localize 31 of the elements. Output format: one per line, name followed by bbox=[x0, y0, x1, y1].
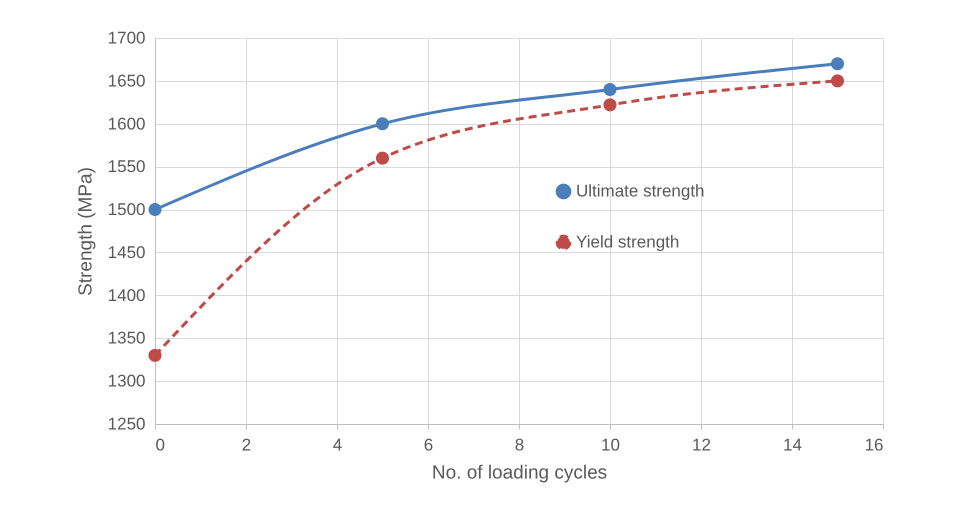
point bbox=[603, 82, 617, 96]
y-tick-label: 1600 bbox=[108, 114, 146, 134]
x-tick-label: 2 bbox=[242, 436, 252, 454]
point bbox=[148, 203, 162, 216]
point bbox=[376, 117, 390, 130]
point bbox=[603, 98, 617, 112]
y-tick-label: 1300 bbox=[108, 372, 146, 391]
y-axis-title: Strength (MPa) bbox=[76, 167, 97, 296]
point bbox=[376, 152, 390, 165]
x-tick-label: 8 bbox=[514, 436, 524, 454]
y-tick-label: 1350 bbox=[108, 328, 146, 348]
y-tick-label: 1450 bbox=[108, 242, 146, 262]
x-tick-label: 0 bbox=[156, 436, 165, 454]
y-tick-label: 1400 bbox=[108, 286, 146, 305]
x-tick-label: 4 bbox=[332, 436, 342, 454]
point bbox=[148, 348, 162, 362]
y-tick-label: 1550 bbox=[108, 157, 146, 176]
y-tick-label: 1250 bbox=[108, 414, 146, 434]
legend-label: Ultimate strength bbox=[576, 182, 704, 200]
point bbox=[830, 57, 844, 70]
x-tick-label: 12 bbox=[692, 436, 711, 454]
x-tick-label: 6 bbox=[424, 436, 434, 454]
y-tick-label: 1650 bbox=[108, 71, 146, 90]
x-tick-label: 16 bbox=[864, 436, 884, 454]
x-tick-label: 14 bbox=[783, 436, 802, 454]
y-tick-label: 1700 bbox=[108, 28, 146, 48]
y-tick-label: 1500 bbox=[108, 200, 146, 220]
legend-label: Yield strength bbox=[576, 232, 680, 252]
x-tick-label: 10 bbox=[601, 436, 620, 454]
point bbox=[830, 74, 844, 88]
x-axis-title: No. of loading cycles bbox=[432, 462, 608, 484]
